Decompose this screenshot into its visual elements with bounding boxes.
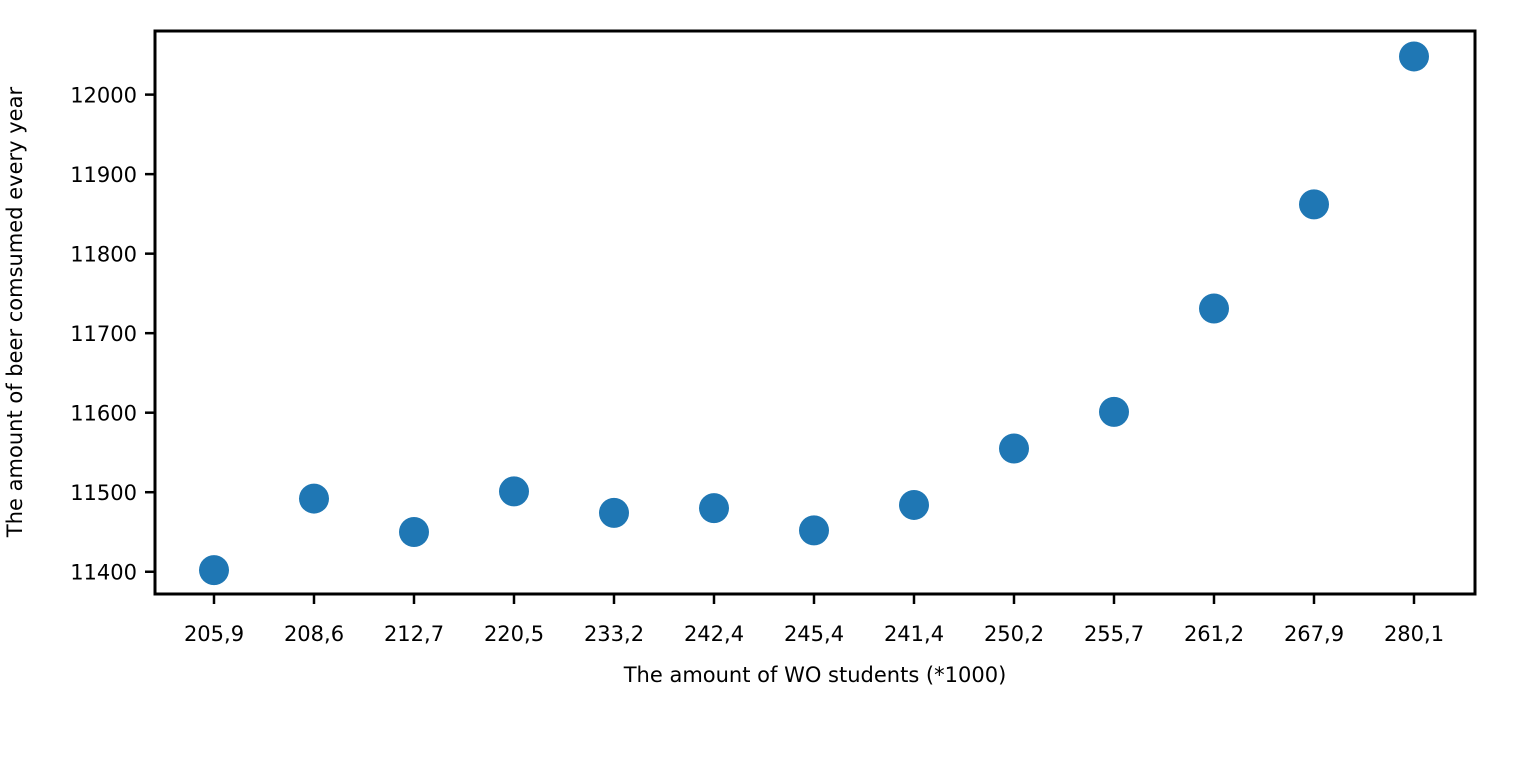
x-tick-label: 280,1 [1384, 622, 1444, 646]
x-tick-label: 255,7 [1084, 622, 1144, 646]
data-point [1199, 293, 1229, 324]
data-point [199, 555, 229, 586]
y-tick-label: 11500 [70, 481, 137, 505]
data-point [699, 493, 729, 524]
data-point [299, 483, 329, 514]
x-tick-label: 261,2 [1184, 622, 1244, 646]
x-tick-label: 241,4 [884, 622, 944, 646]
x-axis: 205,9 208,6 212,7 220,5 233,2 242,4 245,4 241,4… [184, 594, 1444, 646]
data-point [899, 489, 929, 520]
y-tick-label: 11600 [70, 402, 137, 426]
y-tick-label: 11700 [70, 322, 137, 346]
data-point [799, 515, 829, 546]
x-tick-label: 267,9 [1284, 622, 1344, 646]
y-tick-label: 11800 [70, 243, 137, 267]
y-axis-label: The amount of beer comsumed every year [3, 87, 27, 539]
data-point [599, 497, 629, 528]
data-point [1099, 396, 1129, 427]
x-tick-label: 205,9 [184, 622, 244, 646]
data-point [999, 433, 1029, 464]
data-point [1399, 41, 1429, 72]
x-axis-label: The amount of WO students (*1000) [623, 663, 1007, 687]
x-tick-label: 220,5 [484, 622, 544, 646]
data-point [1299, 189, 1329, 220]
x-tick-label: 208,6 [284, 622, 344, 646]
x-tick-label: 212,7 [384, 622, 444, 646]
y-axis: 11400 11500 11600 11700 11800 11900 12000 [70, 84, 155, 585]
y-tick-label: 12000 [70, 84, 137, 108]
data-points [199, 41, 1429, 586]
y-tick-label: 11900 [70, 163, 137, 187]
x-tick-label: 245,4 [784, 622, 844, 646]
plot-frame [153, 29, 1477, 596]
x-tick-label: 242,4 [684, 622, 744, 646]
data-point [499, 476, 529, 507]
data-point [399, 516, 429, 547]
x-tick-label: 233,2 [584, 622, 644, 646]
y-tick-label: 11400 [70, 561, 137, 585]
x-tick-label: 250,2 [984, 622, 1044, 646]
